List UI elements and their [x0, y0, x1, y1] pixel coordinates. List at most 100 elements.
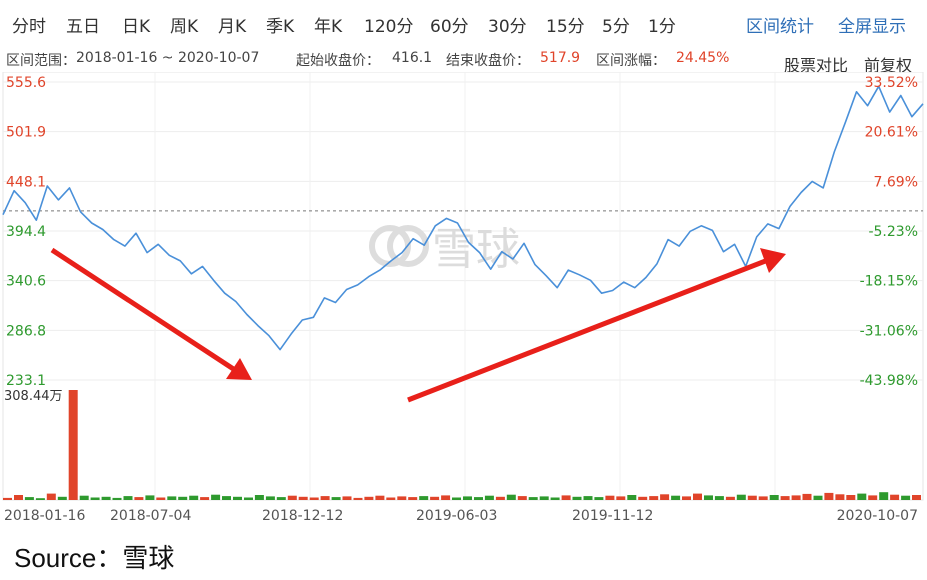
- volume-bar: [912, 495, 921, 500]
- volume-bar: [386, 497, 396, 500]
- tab-60min[interactable]: 60分: [430, 17, 469, 37]
- volume-bar: [780, 496, 790, 500]
- start-price-value: 416.1: [392, 50, 433, 66]
- volume-bar: [463, 496, 472, 500]
- tab-day-k[interactable]: 日K: [122, 17, 151, 37]
- volume-bar: [616, 496, 626, 500]
- volume-bar: [747, 495, 757, 500]
- tab-30min[interactable]: 30分: [488, 17, 527, 37]
- y-right-tick-label: -43.98%: [860, 373, 918, 389]
- price-adjust-toggle[interactable]: 前复权: [864, 56, 913, 75]
- x-tick-label: 2020-10-07: [837, 508, 918, 524]
- tab-five-day[interactable]: 五日: [66, 17, 100, 37]
- volume-bar: [660, 494, 670, 500]
- volume-bar: [813, 495, 823, 500]
- volume-bar: [211, 494, 221, 500]
- fullscreen-button[interactable]: 全屏显示: [838, 17, 906, 37]
- period-tabs: 分时 五日 日K 周K 月K 季K 年K 120分 60分 30分 15分 5分…: [0, 0, 927, 44]
- volume-bar: [342, 496, 352, 500]
- source-caption: Source：雪球: [14, 543, 175, 573]
- volume-bar: [222, 496, 231, 500]
- volume-bar: [506, 494, 516, 500]
- y-left-tick-label: 340.6: [6, 274, 46, 290]
- volume-bar: [857, 493, 867, 500]
- volume-bar: [517, 496, 527, 500]
- volume-bar: [890, 494, 900, 500]
- volume-bar: [704, 495, 713, 500]
- uptrend-arrow-shaft: [407, 257, 769, 403]
- volume-max-label: 308.44万: [4, 389, 63, 404]
- y-right-tick-label: 7.69%: [874, 174, 918, 190]
- volume-bar: [145, 495, 155, 500]
- volume-bar: [287, 495, 297, 500]
- volume-bar: [452, 497, 461, 500]
- y-right-tick-label: 33.52%: [865, 75, 918, 91]
- volume-bar: [583, 496, 593, 500]
- volume-bar: [441, 495, 451, 500]
- x-tick-label: 2018-07-04: [110, 508, 191, 524]
- uptrend-arrow-head: [760, 248, 786, 273]
- x-axis: 2018-01-16 2018-07-04 2018-12-12 2019-06-03…: [4, 508, 918, 524]
- volume-bar: [320, 496, 330, 500]
- volume-bar: [714, 496, 724, 500]
- tab-fenshi[interactable]: 分时: [12, 17, 46, 37]
- volume-bar: [846, 495, 856, 500]
- volume-bar: [90, 497, 100, 500]
- volume-bar: [79, 495, 89, 500]
- end-price-label: 结束收盘价：: [446, 53, 530, 69]
- y-right-tick-label: -18.15%: [860, 274, 918, 290]
- tab-15min[interactable]: 15分: [546, 17, 585, 37]
- volume-bar: [3, 497, 12, 500]
- volume-bar: [736, 494, 746, 500]
- volume-bar: [561, 495, 571, 500]
- y-right-tick-label: -31.06%: [860, 323, 918, 339]
- volume-bar: [682, 496, 691, 500]
- tab-120min[interactable]: 120分: [364, 17, 414, 37]
- volume-bar: [594, 497, 604, 500]
- volume-bar: [758, 496, 768, 500]
- volume-bar: [189, 495, 199, 500]
- range-value: 2018-01-16 ~ 2020-10-07: [76, 50, 260, 66]
- volume-bar: [408, 497, 418, 500]
- volume-bar: [156, 497, 166, 500]
- downtrend-arrow-head: [226, 358, 252, 380]
- tab-5min[interactable]: 5分: [602, 17, 630, 37]
- volume-bar: [693, 493, 702, 500]
- tab-quarter-k[interactable]: 季K: [266, 17, 295, 37]
- stock-compare-button[interactable]: 股票对比: [784, 56, 849, 75]
- price-series-line: [2, 85, 924, 351]
- volume-bar: [35, 498, 45, 500]
- y-left-tick-label: 448.1: [6, 174, 46, 190]
- volume-bar: [112, 497, 122, 500]
- volume-bar: [802, 493, 812, 500]
- volume-bar: [791, 495, 801, 500]
- interval-stats-button[interactable]: 区间统计: [746, 17, 814, 37]
- volume-bar: [627, 495, 637, 500]
- volume-bar: [123, 496, 133, 500]
- tab-1min[interactable]: 1分: [648, 17, 676, 37]
- y-left-tick-label: 233.1: [6, 373, 46, 389]
- volume-bar: [671, 495, 681, 500]
- volume-bar: [309, 497, 319, 500]
- tab-year-k[interactable]: 年K: [314, 17, 343, 37]
- tab-week-k[interactable]: 周K: [170, 17, 199, 37]
- xueqiu-watermark: 雪球: [369, 224, 520, 275]
- volume-bar: [68, 390, 78, 500]
- downtrend-arrow-shaft: [50, 247, 240, 375]
- volume-bar: [134, 497, 144, 500]
- volume-bar: [298, 496, 308, 500]
- volume-bar: [353, 497, 363, 500]
- y-axis-left: 555.6 501.9 448.1 394.4 340.6 286.8 233.1: [6, 75, 46, 389]
- x-tick-label: 2018-12-12: [262, 508, 343, 524]
- end-price-value: 517.9: [540, 50, 581, 66]
- volume-bar: [430, 496, 440, 500]
- volume-bar: [638, 496, 648, 500]
- tab-month-k[interactable]: 月K: [218, 17, 247, 37]
- volume-bar: [769, 495, 779, 500]
- volume-bar: [605, 495, 615, 500]
- volume-bar: [484, 495, 494, 500]
- volume-bar: [901, 495, 911, 500]
- chart-frame: [2, 72, 924, 501]
- volume-bar: [550, 497, 560, 500]
- change-value: 24.45%: [676, 50, 730, 66]
